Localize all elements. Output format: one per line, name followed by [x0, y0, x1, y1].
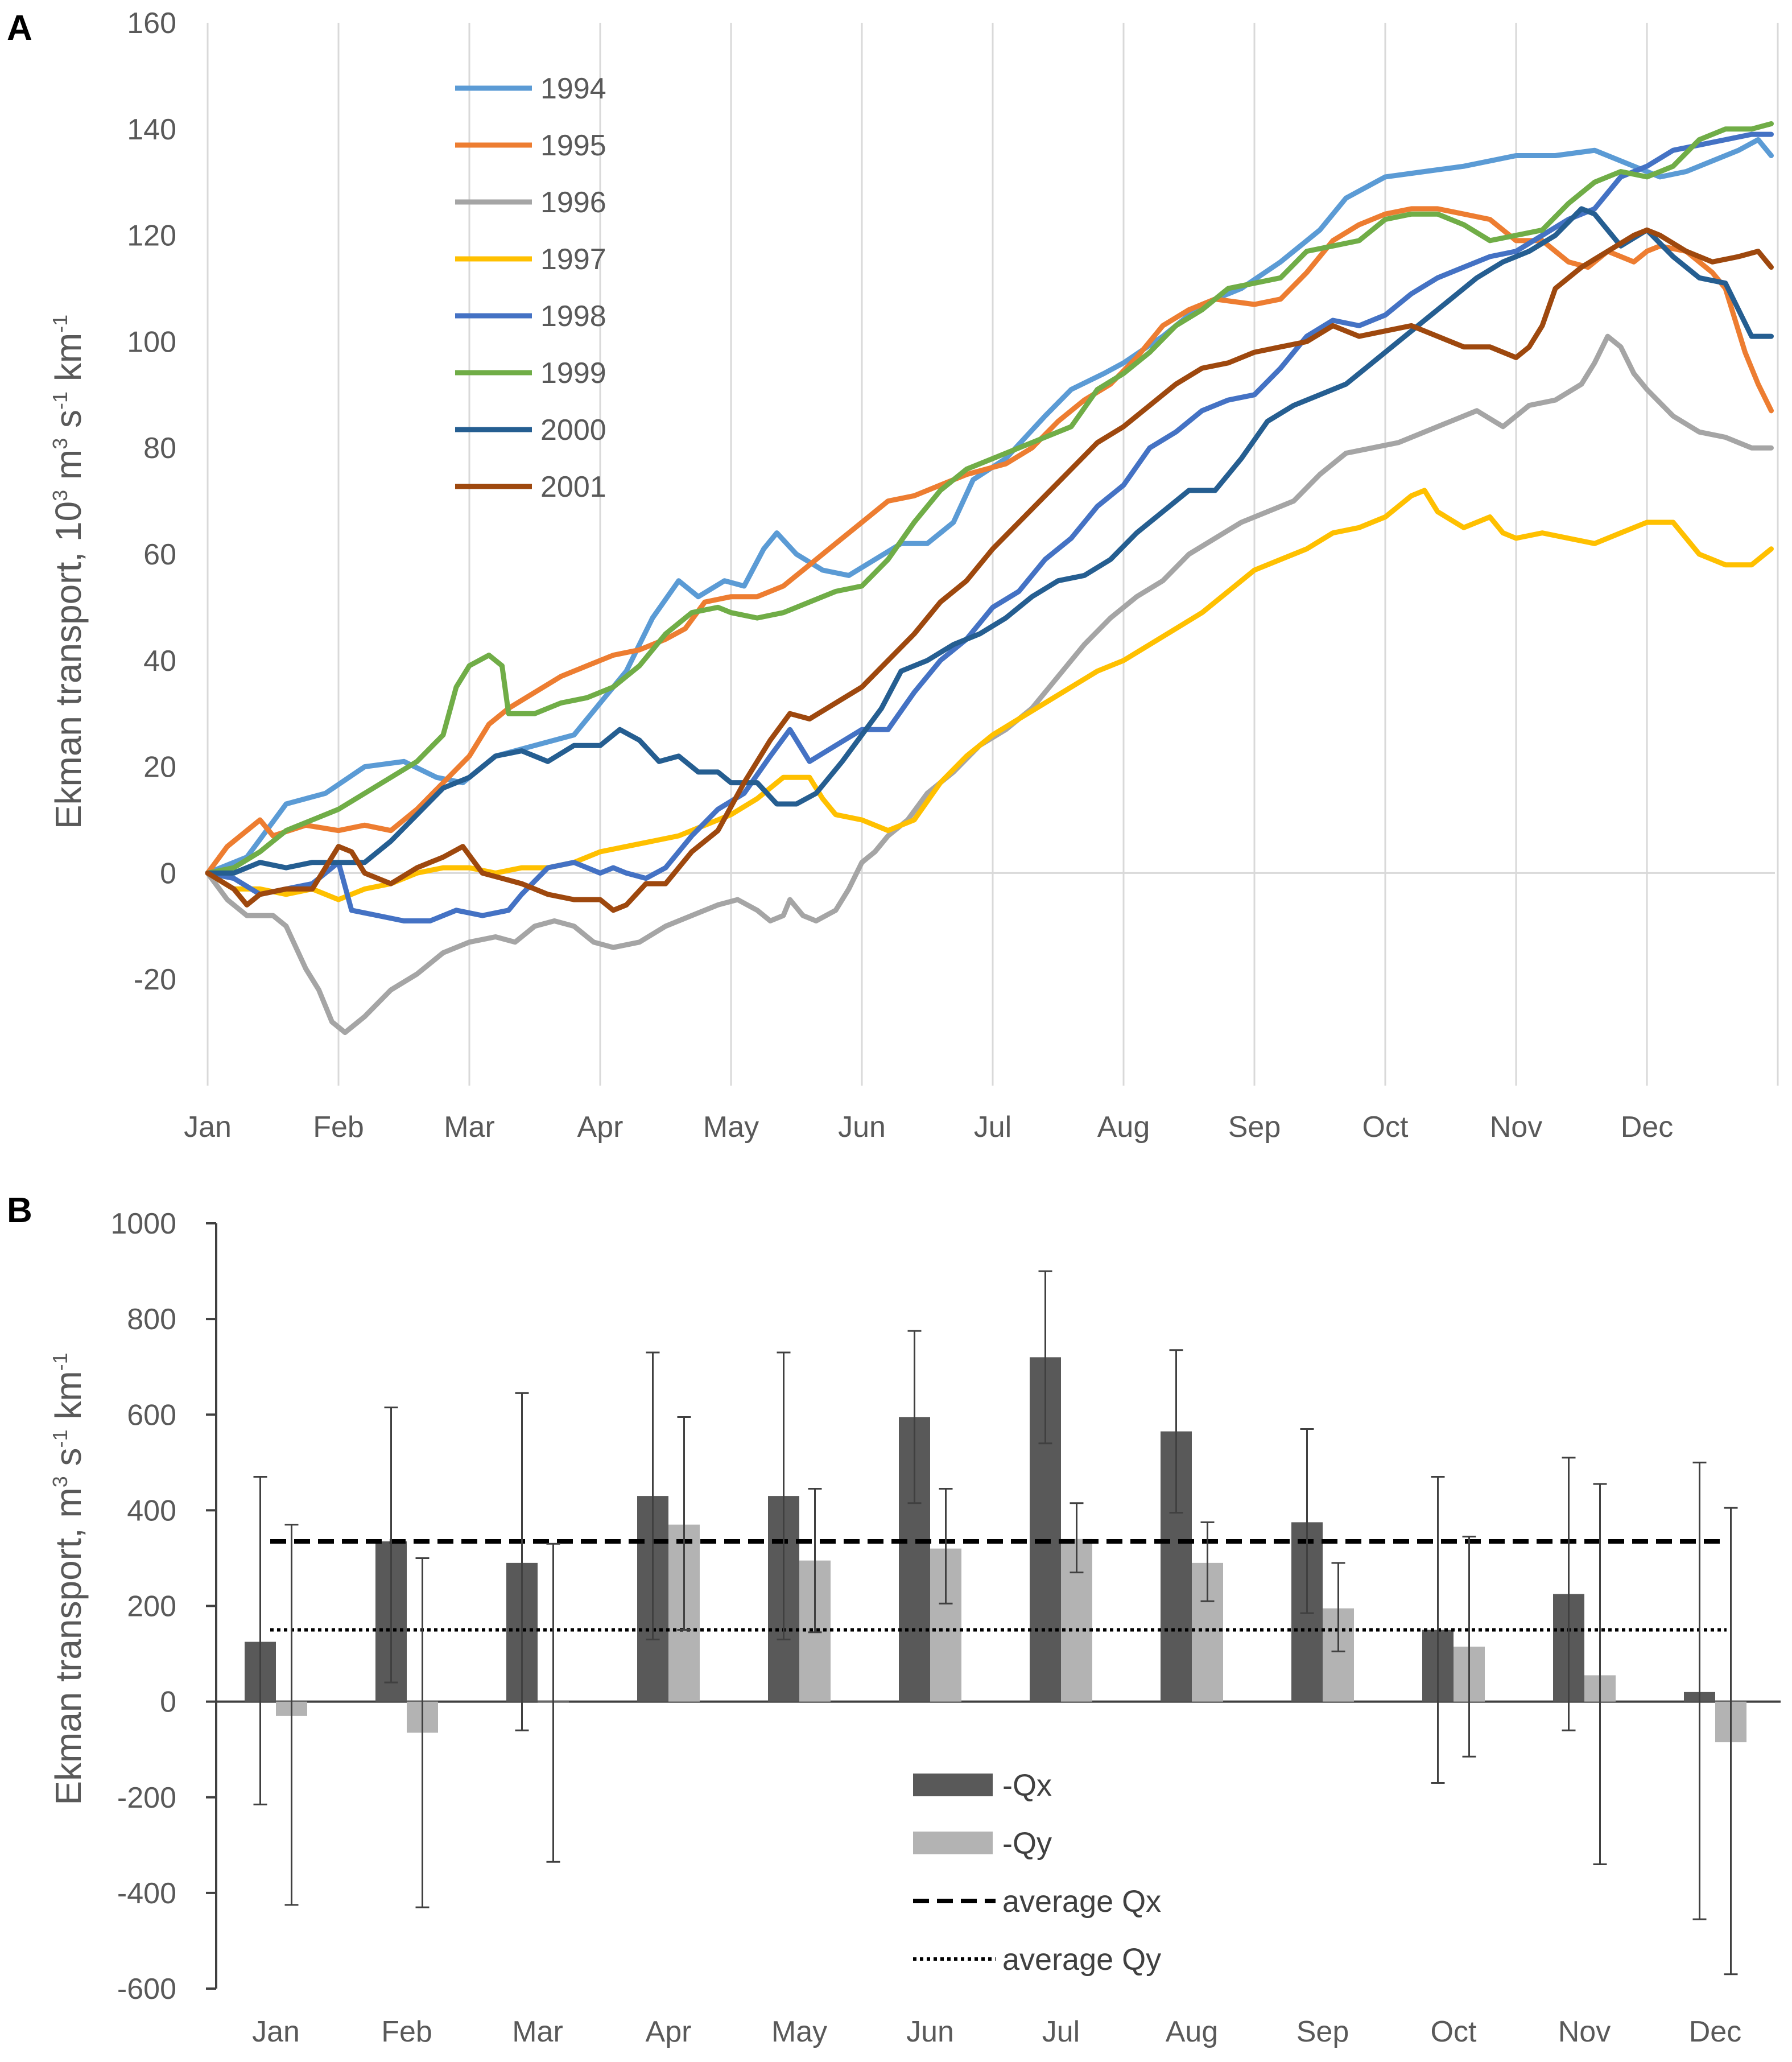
y-tick-label: 800: [127, 1303, 176, 1336]
legend-label-1996: 1996: [540, 186, 606, 219]
x-tick-label-dec: Dec: [1621, 1111, 1673, 1144]
x-tick-label-dec: Dec: [1689, 2015, 1741, 2048]
y-tick-label: 400: [127, 1494, 176, 1527]
y-tick-label: 1000: [110, 1207, 176, 1240]
x-tick-label-feb: Feb: [381, 2015, 432, 2048]
legend-label-1997: 1997: [540, 243, 606, 276]
y-tick-label: 80: [143, 432, 176, 465]
x-tick-label-jan: Jan: [252, 2015, 300, 2048]
legend-label-1995: 1995: [540, 129, 606, 162]
series-line-1995: [205, 206, 1774, 876]
y-tick-label: -400: [117, 1877, 176, 1910]
panel-b-x-tick-labels: Jan Feb Mar Apr May Jun Jul Aug Sep Oct Nov Dec: [252, 2015, 1741, 2048]
series-line-1999: [205, 121, 1774, 876]
series-line-2001: [205, 227, 1774, 913]
panel-a-label: A: [7, 9, 32, 48]
legend-label--qx: -Qx: [1002, 1768, 1052, 1803]
x-tick-label-may: May: [703, 1111, 759, 1144]
y-tick-label: -200: [117, 1781, 176, 1814]
panel-a-series-lines: [205, 121, 1774, 1036]
legend-swatch--qy: [913, 1832, 993, 1854]
x-tick-label-nov: Nov: [1490, 1111, 1542, 1144]
panel-a-legend: 1994 1995 1996 1997 1998 1999 2000 2001: [455, 72, 606, 504]
x-tick-label-jun: Jun: [906, 2015, 954, 2048]
x-tick-label-sep: Sep: [1296, 2015, 1349, 2048]
panel-a-x-tick-labels: Jan Feb Mar Apr May Jun Jul Aug Sep Oct Nov Dec: [184, 1111, 1673, 1144]
x-tick-label-mar: Mar: [512, 2015, 563, 2048]
y-tick-label: 200: [127, 1590, 176, 1623]
panel-b-legend: -Qx -Qy average Qx average Qy: [913, 1768, 1161, 1977]
x-tick-label-aug: Aug: [1166, 2015, 1219, 2048]
x-tick-label-oct: Oct: [1431, 2015, 1477, 2048]
legend-label-1999: 1999: [540, 357, 606, 390]
y-tick-label: 40: [143, 645, 176, 678]
x-tick-label-apr: Apr: [646, 2015, 692, 2048]
x-tick-label-aug: Aug: [1097, 1111, 1150, 1144]
legend-label-2001: 2001: [540, 471, 606, 504]
panel-a-y-tick-labels: 160 140 120 100 80 60 40 20 0 -20: [127, 7, 176, 996]
y-tick-label: -600: [117, 1973, 176, 2006]
y-tick-label: 20: [143, 751, 176, 784]
y-tick-label: 160: [127, 7, 176, 40]
y-tick-label: 120: [127, 220, 176, 253]
legend-label-1998: 1998: [540, 300, 606, 333]
x-tick-label-jan: Jan: [184, 1111, 232, 1144]
y-tick-label: 140: [127, 113, 176, 146]
x-tick-label-feb: Feb: [313, 1111, 364, 1144]
panel-b-bar-chart: B 1000 800 600 400 200 0 -200 -400 -600 Jan Feb Ma…: [7, 1191, 1781, 2048]
y-tick-label: -20: [134, 963, 176, 996]
legend-label-2000: 2000: [540, 414, 606, 447]
panel-a-y-axis-label: Ekman transport, 103 m3 s-1 km-1: [48, 315, 89, 829]
legend-swatch--qx: [913, 1774, 993, 1796]
panel-a-line-chart: A 160 140 120 100 80 60 40 20 0 -20 Jan Feb Mar Apr M…: [7, 7, 1779, 1144]
y-tick-label: 0: [160, 1686, 176, 1719]
panel-b-label: B: [7, 1191, 32, 1230]
panel-b-y-tick-labels: 1000 800 600 400 200 0 -200 -400 -600: [110, 1207, 176, 2006]
x-tick-label-apr: Apr: [577, 1111, 624, 1144]
panel-b-y-axis-label: Ekman transport, m3 s-1 km-1: [48, 1352, 89, 1805]
x-tick-label-mar: Mar: [444, 1111, 495, 1144]
x-tick-label-oct: Oct: [1362, 1111, 1409, 1144]
panel-b-reference-lines: [270, 1539, 1727, 1632]
panel-b-error-bars: [253, 1270, 1738, 1976]
x-tick-label-jun: Jun: [838, 1111, 886, 1144]
x-tick-label-sep: Sep: [1228, 1111, 1281, 1144]
panel-b-axes: [206, 1222, 1781, 1990]
legend-label-1994: 1994: [540, 72, 606, 105]
y-tick-label: 600: [127, 1399, 176, 1432]
x-tick-label-nov: Nov: [1558, 2015, 1611, 2048]
series-line-1998: [205, 131, 1774, 923]
x-tick-label-jul: Jul: [1042, 2015, 1080, 2048]
y-tick-label: 0: [160, 857, 176, 890]
x-tick-label-jul: Jul: [974, 1111, 1011, 1144]
y-tick-label: 100: [127, 325, 176, 358]
series-line-2000: [205, 206, 1774, 876]
x-tick-label-may: May: [771, 2015, 827, 2048]
legend-label-average-qy: average Qy: [1002, 1943, 1161, 1977]
legend-label--qy: -Qy: [1002, 1826, 1052, 1861]
y-tick-label: 60: [143, 538, 176, 571]
legend-label-average-qx: average Qx: [1002, 1884, 1161, 1919]
